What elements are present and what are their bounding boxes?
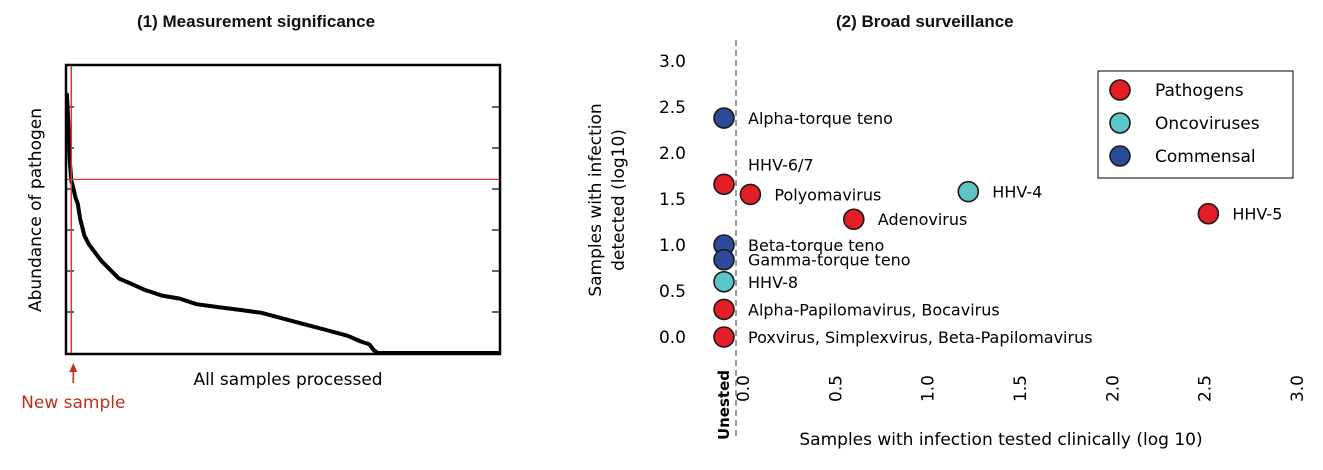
data-point xyxy=(957,180,980,203)
data-point xyxy=(713,326,735,348)
data-point xyxy=(713,271,735,293)
data-point xyxy=(1197,202,1220,225)
right-panel-title: (2) Broad surveillance xyxy=(836,12,1014,31)
data-point-label: Beta-torque teno xyxy=(748,236,884,255)
legend-marker xyxy=(1109,112,1131,134)
x-tick-label: 2.5 xyxy=(1196,375,1216,402)
data-point-label: Alpha-torque teno xyxy=(748,109,893,128)
legend-label: Commensal xyxy=(1155,147,1256,167)
legend: Pathogens Oncoviruses Commensal xyxy=(1097,70,1294,179)
right-x-axis-label: Samples with infection tested clinically… xyxy=(799,430,1202,450)
legend-marker xyxy=(1109,145,1131,167)
scatter-points: Alpha-torque teno HHV-6/7 Polyomavirus HHV-… xyxy=(713,107,1282,348)
y-tick-label: 0.5 xyxy=(659,282,686,302)
data-point xyxy=(739,183,762,206)
data-point-label: Alpha-Papilomavirus, Bocavirus xyxy=(748,300,1000,319)
x-tick-label: 1.0 xyxy=(919,375,939,402)
data-point-label: Gamma-torque teno xyxy=(748,251,911,270)
right-y-axis-label-line1: Samples with infection xyxy=(586,103,606,296)
data-point xyxy=(842,208,865,231)
right-chart: 0.0 0.5 1.0 1.5 2.0 2.5 3.0 0.0 0.5 1.0 1.5 2.0 2.5 3… xyxy=(586,40,1308,450)
y-tick-label: 0.0 xyxy=(659,328,686,348)
x-tick-label: 2.0 xyxy=(1103,375,1123,402)
abundance-curve xyxy=(65,92,501,355)
data-point-label: HHV-8 xyxy=(748,273,798,292)
y-tick-label: 1.0 xyxy=(659,236,686,256)
left-plot-frame xyxy=(64,63,502,356)
y-tick-label: 1.5 xyxy=(659,190,686,210)
left-y-axis-label: Abundance of pathogen xyxy=(26,108,46,312)
x-tick-label: 0.5 xyxy=(826,375,846,402)
y-tick-label: 2.0 xyxy=(659,144,686,164)
right-y-axis-label-line2: detected (log10) xyxy=(609,129,629,271)
data-point xyxy=(713,298,735,321)
y-tick-label: 2.5 xyxy=(659,98,686,118)
x-tick-label: 1.5 xyxy=(1011,375,1031,402)
data-point-label: HHV-5 xyxy=(1232,205,1282,224)
data-point xyxy=(713,173,735,196)
new-sample-arrow xyxy=(69,363,78,383)
left-axis-ticks xyxy=(67,106,499,313)
y-tick-label: 3.0 xyxy=(659,52,686,72)
legend-marker xyxy=(1109,79,1131,101)
data-point-label: Polyomavirus xyxy=(774,185,881,204)
data-point-label: HHV-4 xyxy=(992,183,1042,202)
data-point xyxy=(713,107,735,129)
legend-label: Pathogens xyxy=(1155,81,1244,101)
data-point-label: Adenovirus xyxy=(878,210,968,229)
legend-label: Oncoviruses xyxy=(1155,114,1260,134)
x-tick-label: 3.0 xyxy=(1288,375,1308,402)
data-point xyxy=(713,248,735,271)
left-x-axis-label: All samples processed xyxy=(193,370,382,390)
data-point-label: HHV-6/7 xyxy=(748,155,814,174)
left-chart: Abundance of pathogen All samples proces… xyxy=(21,63,502,413)
untested-label: Unested xyxy=(715,370,733,440)
right-axes: 0.0 0.5 1.0 1.5 2.0 2.5 3.0 0.0 0.5 1.0 1.5 2.0 2.5 3… xyxy=(659,52,1308,440)
x-tick-label: 0.0 xyxy=(734,375,754,402)
data-point-label: Poxvirus, Simplexvirus, Beta-Papilomavir… xyxy=(748,328,1093,347)
left-panel-title: (1) Measurement significance xyxy=(137,12,376,31)
new-sample-label: New sample xyxy=(21,393,125,413)
